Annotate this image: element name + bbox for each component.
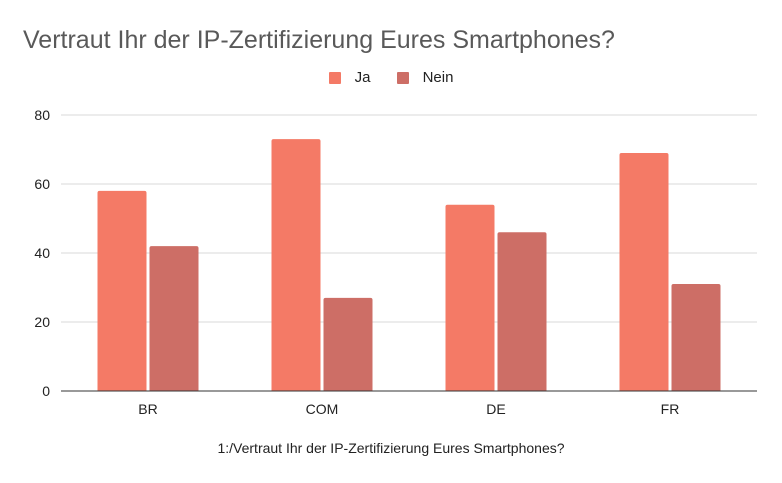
y-tick-label: 40 [34, 245, 50, 261]
legend-label-nein: Nein [422, 69, 454, 86]
bar-nein-fr [671, 284, 721, 391]
y-tick-label: 0 [42, 383, 50, 399]
bar-ja-br [97, 190, 147, 391]
legend-label-ja: Ja [354, 69, 371, 86]
y-tick-label: 60 [34, 176, 50, 192]
x-tick-label: COM [306, 401, 339, 417]
legend: Ja Nein [0, 69, 782, 88]
legend-swatch-nein [396, 71, 409, 84]
y-tick-label: 20 [34, 314, 50, 330]
x-axis-title: 1:/Vertraut Ihr der IP-Zertifizierung Eu… [217, 440, 565, 456]
bar-ja-fr [619, 152, 669, 391]
bar-ja-com [271, 139, 321, 391]
bar-nein-de [497, 232, 547, 391]
legend-swatch-ja [328, 71, 341, 84]
y-tick-label: 80 [34, 107, 50, 123]
x-tick-label: DE [486, 401, 505, 417]
x-tick-label: BR [138, 401, 157, 417]
bar-nein-com [323, 297, 373, 391]
legend-item-nein[interactable]: Nein [396, 69, 454, 86]
x-tick-label: FR [661, 401, 680, 417]
bar-ja-de [445, 204, 495, 391]
chart-title: Vertraut Ihr der IP-Zertifizierung Eures… [23, 26, 615, 54]
legend-item-ja[interactable]: Ja [328, 69, 371, 86]
bar-nein-br [149, 246, 199, 391]
